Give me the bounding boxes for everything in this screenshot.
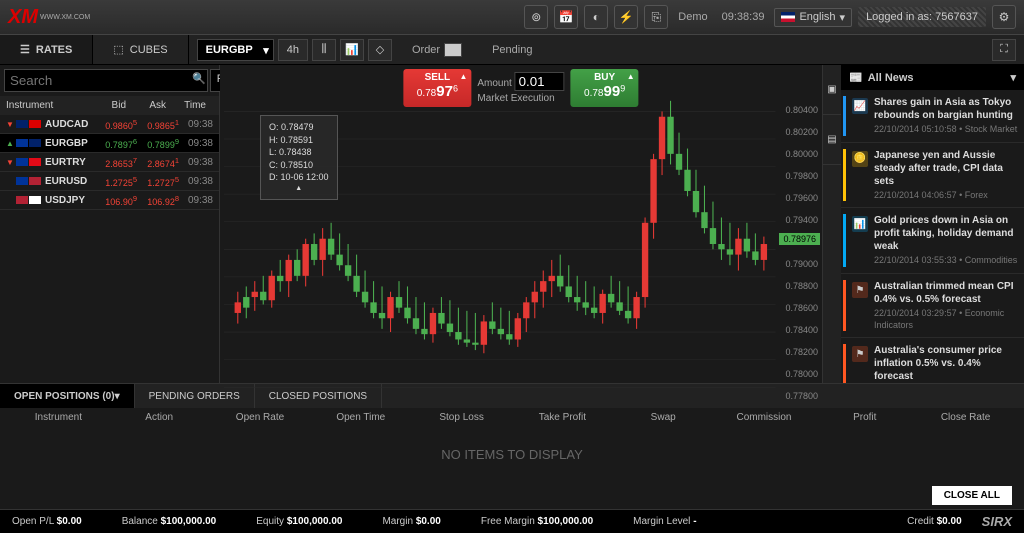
arrow-up-icon: ▲ — [627, 72, 635, 81]
instrument-row[interactable]: ▼ AUDCAD 0.98605 0.98651 09:38 — [0, 115, 219, 134]
col-bid[interactable]: Bid — [86, 100, 126, 111]
y-axis-labels: 0.804000.802000.800000.798000.796000.794… — [785, 105, 818, 413]
symbol-selector[interactable]: EURGBP ▾ — [197, 39, 274, 61]
calendar-icon[interactable]: 📅 — [554, 5, 578, 29]
news-item[interactable]: 🪙 Japanese yen and Aussie steady after t… — [841, 143, 1024, 209]
order-toggle[interactable] — [444, 43, 462, 57]
sell-button[interactable]: SELL 0.78976 ▲ — [403, 69, 471, 107]
news-header[interactable]: 📰All News▾ — [841, 65, 1024, 90]
pending-label: Pending — [492, 44, 532, 56]
language-selector[interactable]: English ▾ — [774, 8, 852, 27]
instrument-row[interactable]: ▲ EURGBP 0.78976 0.78999 09:38 — [0, 134, 219, 153]
status-footer: Open P/L $0.00 Balance $100,000.00 Equit… — [0, 509, 1024, 533]
chevron-down-icon: ▾ — [1010, 71, 1016, 84]
ohlc-tooltip: O: 0.78479H: 0.78591L: 0.78438C: 0.78510… — [260, 115, 338, 200]
col-time[interactable]: Time — [166, 100, 206, 111]
chevron-down-icon: ▾ — [115, 391, 120, 402]
news-item[interactable]: 📈 Shares gain in Asia as Tokyo rebounds … — [841, 90, 1024, 143]
instrument-row[interactable]: EURUSD 1.27255 1.27275 09:38 — [0, 172, 219, 191]
copy-icon[interactable]: ⎘ — [644, 5, 668, 29]
col-ask[interactable]: Ask — [126, 100, 166, 111]
widget-icon[interactable]: ⊚ — [524, 5, 548, 29]
main-toolbar: ☰RATES ⬚CUBES EURGBP ▾ 4h ⫼ 📊 ◇ Order Pe… — [0, 35, 1024, 65]
buy-button[interactable]: BUY 0.78999 ▲ — [571, 69, 639, 107]
mini-tab-2[interactable]: ▤ — [823, 115, 841, 165]
watchlist-header: Instrument Bid Ask Time — [0, 96, 219, 115]
amount-input[interactable] — [515, 72, 565, 91]
news-item[interactable]: 📊 Gold prices down in Asia on profit tak… — [841, 208, 1024, 274]
app-header: XM WWW.XM.COM ⊚ 📅 ◐ ⚡ ⎘ Demo 09:38:39 En… — [0, 0, 1024, 35]
gear-icon[interactable]: ⚙ — [992, 5, 1016, 29]
brand-logo: SIRX — [982, 514, 1012, 529]
bars-icon: ☰ — [20, 43, 30, 56]
search-icon[interactable]: 🔍 — [192, 72, 206, 92]
contrast-icon[interactable]: ◐ — [584, 5, 608, 29]
search-input[interactable] — [4, 69, 208, 92]
news-item[interactable]: ⚑ Australian trimmed mean CPI 0.4% vs. 0… — [841, 274, 1024, 338]
news-item[interactable]: ⚑ Australia's consumer price inflation 0… — [841, 338, 1024, 383]
news-icon: 📰 — [849, 71, 863, 84]
watchlist-panel: 🔍 Favorites▾ Instrument Bid Ask Time ▼ A… — [0, 65, 220, 383]
arrow-up-icon: ▲ — [459, 72, 467, 81]
instrument-row[interactable]: ▼ EURTRY 2.86537 2.86741 09:38 — [0, 153, 219, 172]
expand-icon[interactable]: ⛶ — [992, 39, 1016, 61]
chevron-down-icon: ▾ — [840, 11, 846, 24]
news-panel: ▣ ▤ 📰All News▾ 📈 Shares gain in Asia as … — [822, 65, 1024, 383]
current-price-tag: 0.78976 — [779, 233, 820, 245]
language-label: English — [799, 11, 835, 23]
col-instrument[interactable]: Instrument — [6, 100, 86, 111]
tab-rates[interactable]: ☰RATES — [0, 35, 93, 64]
execution-type: Market Execution — [477, 93, 564, 104]
logged-in-badge: Logged in as: 7567637 — [858, 7, 986, 27]
instrument-row[interactable]: USDJPY 106.909 106.928 09:38 — [0, 191, 219, 210]
logo-subtitle: WWW.XM.COM — [40, 14, 90, 21]
tab-open-positions[interactable]: OPEN POSITIONS (0) ▾ — [0, 384, 135, 408]
tab-cubes[interactable]: ⬚CUBES — [93, 35, 188, 64]
close-all-button[interactable]: CLOSE ALL — [932, 486, 1012, 505]
cube-icon: ⬚ — [113, 43, 123, 56]
flag-icon — [781, 12, 795, 22]
timeframe-selector[interactable]: 4h — [278, 39, 308, 61]
chart-type-icon[interactable]: 📊 — [340, 39, 364, 61]
no-items-message: NO ITEMS TO DISPLAY — [0, 427, 1024, 482]
trade-panel: SELL 0.78976 ▲ Amount Market Execution B… — [403, 69, 638, 107]
account-mode: Demo — [674, 11, 711, 23]
order-label: Order — [412, 44, 440, 56]
mini-tab-1[interactable]: ▣ — [823, 65, 841, 115]
logo: XM — [8, 6, 38, 29]
eraser-icon[interactable]: ◇ — [368, 39, 392, 61]
chevron-down-icon: ▾ — [263, 44, 269, 57]
positions-columns: InstrumentActionOpen RateOpen TimeStop L… — [0, 408, 1024, 427]
sliders-icon[interactable]: ⫼ — [312, 39, 336, 61]
chart-area[interactable]: SELL 0.78976 ▲ Amount Market Execution B… — [220, 65, 822, 383]
server-time: 09:38:39 — [718, 11, 769, 23]
positions-panel: OPEN POSITIONS (0) ▾ PENDING ORDERS CLOS… — [0, 383, 1024, 509]
bolt-icon[interactable]: ⚡ — [614, 5, 638, 29]
